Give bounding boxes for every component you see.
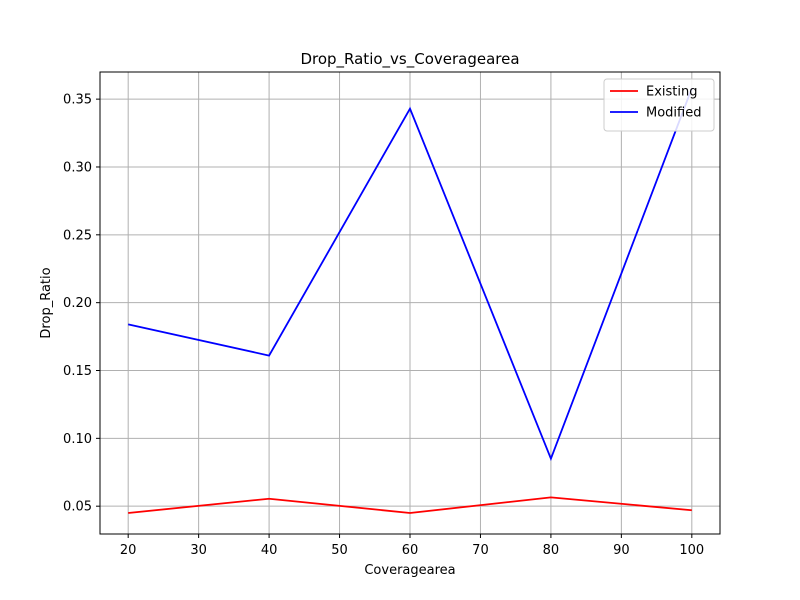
x-tick-label: 20 [120,543,137,558]
series-line-existing [128,496,692,514]
x-tick-label: 100 [679,543,704,558]
legend-box [603,78,715,132]
y-tick-label: 0.05 [63,500,92,515]
y-tick-label: 0.30 [63,160,92,175]
x-tick-label: 90 [613,543,630,558]
x-tick-label: 70 [472,543,489,558]
y-axis-label: Drop_Ratio [39,267,54,338]
x-tick-label: 40 [261,543,278,558]
x-tick-label: 80 [543,543,560,558]
y-tick-label: 0.15 [63,364,92,379]
grid-lines [100,72,720,534]
y-tick-label: 0.25 [63,228,92,243]
x-tick-label: 60 [402,543,419,558]
legend-label: Existing [646,85,698,100]
axis-ticks: 20 30 40 50 60 70 80 90 100 0.05 0.10 0.15 0.20 0.25 0… [63,93,704,558]
series-line-modified [127,87,693,462]
legend: Existing Modified [603,78,715,132]
y-tick-label: 0.35 [63,93,92,108]
y-tick-label: 0.20 [63,296,92,311]
x-tick-label: 30 [190,543,207,558]
series-lines [127,87,693,514]
x-axis-label: Coveragearea [364,563,455,578]
x-tick-label: 50 [331,543,348,558]
chart-title: Drop_Ratio_vs_Coveragearea [300,50,519,69]
legend-label: Modified [646,106,701,121]
y-tick-label: 0.10 [63,432,92,447]
